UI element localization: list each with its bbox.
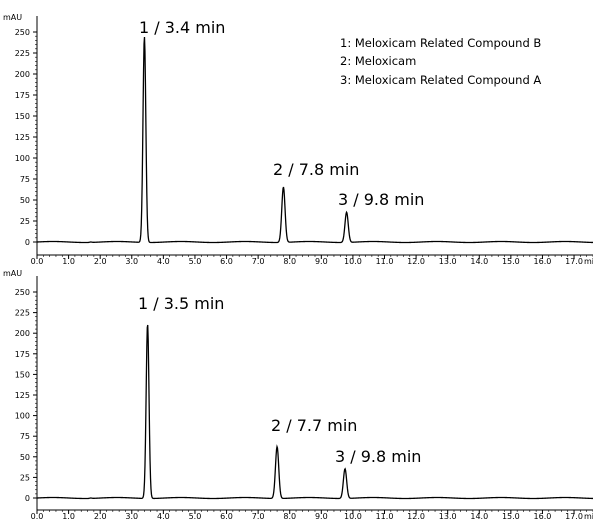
y-tick-label: 225 [15,309,30,318]
x-tick-label: 12.0 [407,512,425,519]
x-tick-label: 9.0 [315,257,328,266]
y-tick-label: 100 [15,412,30,421]
x-tick-label: 7.0 [252,257,265,266]
x-tick-label: 16.0 [534,512,552,519]
y-tick-label: 75 [20,175,30,184]
chromatogram-panel-bottom: mAU 0 25 50 75 100 125 150 175 200 225 250 0.0 1.0 2.0… [3,269,593,519]
y-tick-label: 125 [15,391,30,400]
y-tick-label: 225 [15,49,30,58]
x-tick-label: 2.0 [94,512,107,519]
x-tick-label: 11.0 [376,257,394,266]
x-tick-label: 13.0 [439,512,457,519]
y-tick-label: 0 [25,494,30,503]
y-tick-label: 200 [15,70,30,79]
x-tick-label: 15.0 [502,257,520,266]
x-tick-label: 10.0 [344,512,362,519]
legend-entry: 3: Meloxicam Related Compound A [340,73,541,87]
chromatogram-trace [36,36,593,244]
x-tick-label: 1.0 [62,512,75,519]
x-tick-label: 6.0 [220,512,233,519]
x-tick-label: 9.0 [315,512,328,519]
x-tick-label: 5.0 [189,512,202,519]
y-tick-label: 175 [15,350,30,359]
y-tick-label: 250 [15,28,30,37]
x-tick-label: 6.0 [220,257,233,266]
legend-entry: 2: Meloxicam [340,54,416,68]
x-axis-unit-label: mi [584,512,593,519]
x-tick-label: 8.0 [283,257,296,266]
x-tick-label: 15.0 [502,512,520,519]
y-tick-label: 200 [15,329,30,338]
y-tick-label: 250 [15,288,30,297]
x-tick-label: 1.0 [62,257,75,266]
x-tick-label: 7.0 [252,512,265,519]
y-tick-label: 0 [25,238,30,247]
legend-entry: 1: Meloxicam Related Compound B [340,36,541,50]
x-tick-label: 14.0 [470,512,488,519]
x-tick-label: 2.0 [94,257,107,266]
peak-label: 3 / 9.8 min [335,447,421,466]
x-tick-label: 16.0 [534,257,552,266]
y-tick-label: 25 [20,217,30,226]
x-tick-label: 11.0 [376,512,394,519]
y-tick-label: 125 [15,133,30,142]
y-tick-label: 150 [15,112,30,121]
x-tick-label: 0.0 [31,512,44,519]
x-tick-label: 8.0 [283,512,296,519]
x-axis-unit-label: mi [584,257,593,266]
x-tick-label: 4.0 [157,257,170,266]
x-tick-label: 17.0 [565,257,583,266]
chromatogram-panel-top: mAU 0 25 50 75 100 125 150 175 200 225 250 0.0 1.0 2.0… [3,13,593,266]
peak-label: 1 / 3.4 min [139,18,225,37]
x-tick-label: 17.0 [565,512,583,519]
x-tick-label: 0.0 [31,257,44,266]
x-tick-label: 3.0 [125,257,138,266]
x-tick-label: 10.0 [344,257,362,266]
x-tick-label: 14.0 [470,257,488,266]
x-tick-label: 5.0 [189,257,202,266]
chromatogram-trace [36,324,593,500]
x-tick-label: 3.0 [125,512,138,519]
y-tick-label: 100 [15,154,30,163]
y-tick-label: 175 [15,91,30,100]
y-axis-unit-label: mAU [3,13,22,22]
x-tick-label: 4.0 [157,512,170,519]
y-tick-label: 50 [20,453,30,462]
peak-label: 2 / 7.7 min [271,416,357,435]
y-tick-label: 75 [20,432,30,441]
y-tick-label: 50 [20,196,30,205]
y-tick-label: 150 [15,370,30,379]
peak-label: 1 / 3.5 min [138,294,224,313]
y-axis-unit-label: mAU [3,269,22,278]
x-tick-label: 12.0 [407,257,425,266]
x-tick-label: 13.0 [439,257,457,266]
y-tick-label: 25 [20,473,30,482]
peak-label: 3 / 9.8 min [338,190,424,209]
peak-label: 2 / 7.8 min [273,160,359,179]
